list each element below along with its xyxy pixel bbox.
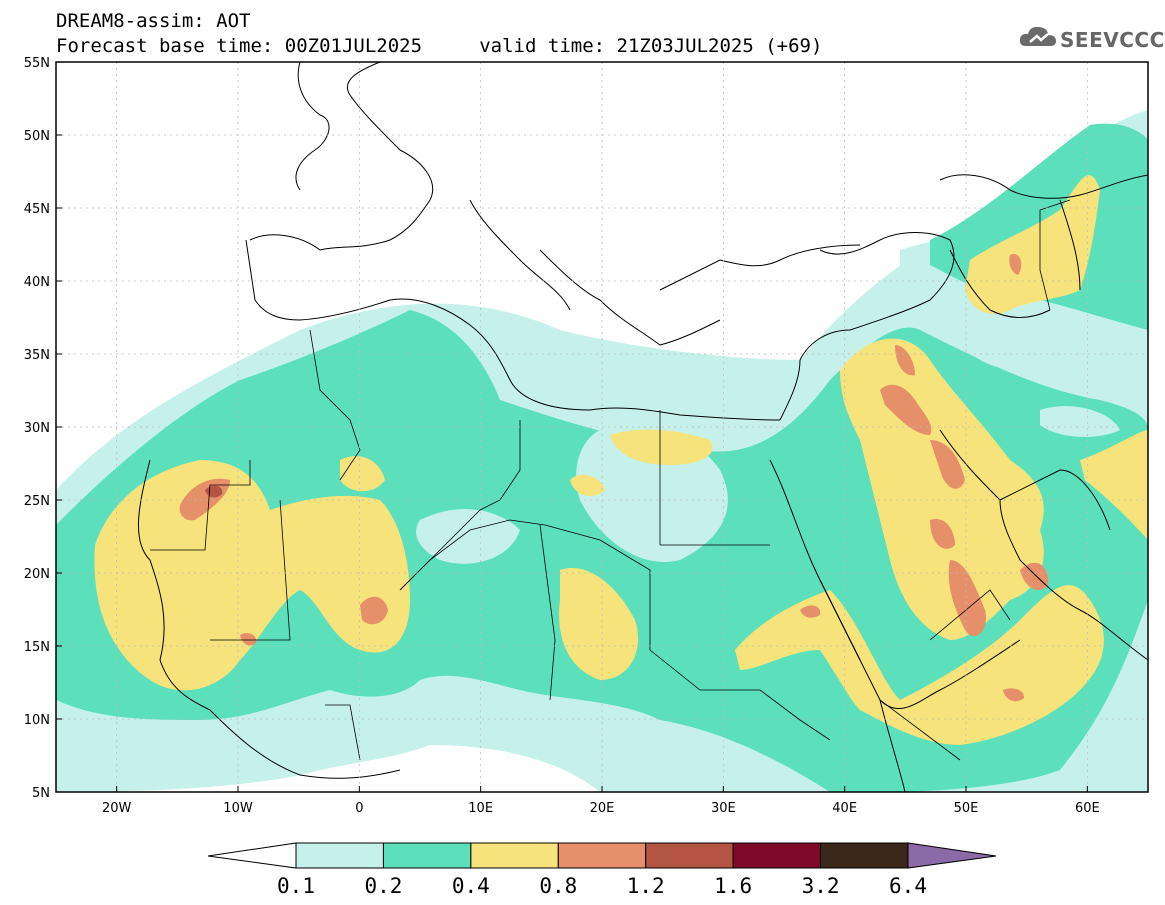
colorbar-swatch [382, 842, 472, 869]
colorbar-label: 3.2 [802, 874, 840, 898]
country-borders [150, 199, 1071, 761]
chart-title: DREAM8-assim: AOT [56, 10, 251, 32]
lat-gridlines [56, 134, 1148, 720]
forecast-time-subtitle: Forecast base time: 00Z01JUL2025 valid t… [56, 35, 823, 57]
lat-label: 10N [24, 713, 50, 728]
lat-axis-labels: 55N 50N 45N 40N 35N 30N 25N 20N 15N 10N 5N [24, 56, 62, 801]
lat-label: 30N [24, 421, 50, 436]
colorbar-label: 0.1 [277, 874, 315, 898]
lat-label: 20N [24, 567, 50, 582]
lon-axis-labels: 20W 10W 0 10E 20E 30E 40E 50E 60E [102, 786, 1100, 816]
logo-text: SEEVCCC [1060, 28, 1165, 52]
colorbar-label: 0.4 [452, 874, 490, 898]
colorbar-label: 1.2 [627, 874, 665, 898]
lat-label: 55N [24, 56, 50, 71]
colorbar-label: 0.2 [364, 874, 402, 898]
colorbar-label: 6.4 [889, 874, 927, 898]
seevccc-logo [1018, 22, 1158, 58]
lon-label: 20W [102, 801, 132, 816]
lat-label: 15N [24, 640, 50, 655]
colorbar: 0.1 0.2 0.4 0.8 1.2 1.6 3.2 6.4 [207, 842, 997, 898]
colorbar-swatch [295, 842, 384, 869]
colorbar-swatch [645, 842, 734, 869]
cloud-icon [1019, 26, 1056, 46]
lat-label: 50N [24, 129, 50, 144]
lon-label: 10W [223, 801, 253, 816]
lon-gridlines [116, 62, 1088, 792]
aot-level-0.4 [94, 175, 1148, 745]
colorbar-swatch [820, 842, 909, 869]
lon-label: 0 [355, 801, 363, 816]
lat-label: 35N [24, 348, 50, 363]
lat-label: 45N [24, 202, 50, 217]
colorbar-swatch [470, 842, 559, 869]
colorbar-label: 0.8 [539, 874, 577, 898]
lon-label: 10E [468, 801, 493, 816]
colorbar-swatch [732, 842, 822, 869]
lon-label: 30E [711, 801, 736, 816]
colorbar-label: 1.6 [714, 874, 752, 898]
lon-label: 20E [590, 801, 615, 816]
colorbar-under-triangle [207, 842, 297, 869]
lat-label: 25N [24, 494, 50, 509]
lat-label: 40N [24, 275, 50, 290]
lon-label: 50E [954, 801, 979, 816]
lon-label: 60E [1075, 801, 1100, 816]
lat-label: 5N [32, 786, 50, 801]
colorbar-swatch [557, 842, 647, 869]
colorbar-over-triangle [907, 842, 997, 869]
coastlines [138, 62, 1148, 792]
lon-label: 40E [832, 801, 857, 816]
